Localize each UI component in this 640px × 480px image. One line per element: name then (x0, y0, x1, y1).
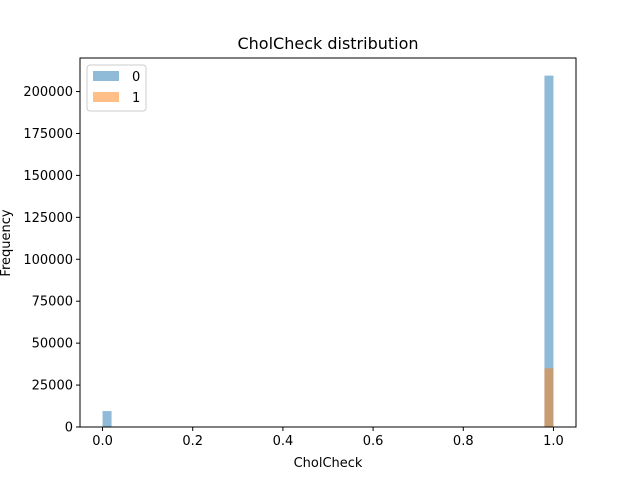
x-tick-label: 0.6 (363, 434, 384, 449)
x-tick-label: 0.0 (92, 434, 113, 449)
x-ticks: 0.0 0.2 0.4 0.6 0.8 1.0 (92, 427, 564, 449)
x-tick-label: 0.8 (453, 434, 474, 449)
y-tick-label: 100000 (23, 253, 73, 268)
x-axis-label: CholCheck (294, 456, 363, 471)
x-tick-label: 0.2 (182, 434, 203, 449)
chart-title: CholCheck distribution (237, 34, 418, 53)
legend-label-1: 1 (132, 91, 140, 106)
y-axis-label: Frequency (0, 209, 14, 276)
bar-series-0-bin-1 (544, 75, 554, 428)
plot-frame (79, 57, 577, 428)
legend-label-0: 0 (132, 70, 140, 85)
legend-swatch-1 (93, 92, 119, 102)
y-tick-label: 150000 (23, 169, 73, 184)
y-tick-label: 75000 (32, 295, 73, 310)
y-tick-label: 25000 (32, 379, 73, 394)
y-tick-label: 200000 (23, 85, 73, 100)
y-tick-label: 125000 (23, 211, 73, 226)
y-tick-label: 175000 (23, 127, 73, 142)
y-tick-label: 0 (65, 421, 73, 436)
y-ticks: 0 25000 50000 75000 100000 125000 150000 175000… (23, 85, 80, 436)
x-tick-label: 1.0 (543, 434, 564, 449)
y-tick-label: 50000 (32, 337, 73, 352)
bar-series-0-bin-0 (102, 411, 112, 427)
legend-swatch-0 (93, 71, 119, 81)
legend: 0 1 (86, 64, 147, 112)
x-tick-label: 0.4 (273, 434, 294, 449)
bar-series-1-bin-1 (544, 368, 554, 427)
